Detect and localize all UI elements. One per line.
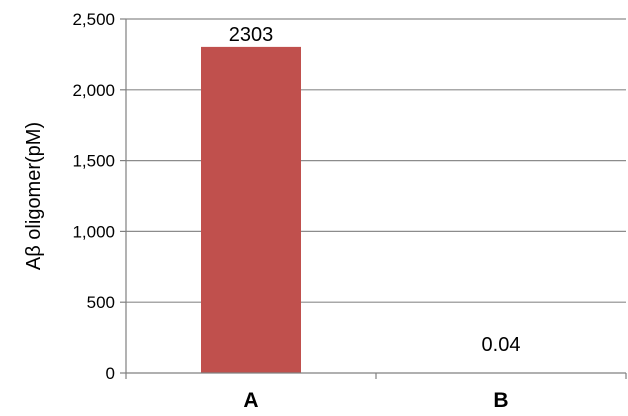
axes: [120, 18, 627, 379]
data-label: 2303: [229, 24, 274, 46]
labels: 0 500 1,000 1,500 2,000 2,500 2303 A 0.04 B: [72, 10, 520, 412]
y-axis-label: Aβ oligomer(pM): [23, 122, 45, 270]
x-category-label: B: [493, 389, 508, 412]
y-tick-label: 2,000: [72, 81, 115, 100]
y-tick-label: 1,500: [72, 152, 115, 171]
bars: [201, 46, 551, 373]
y-tick-label: 2,500: [72, 10, 115, 29]
data-label: 0.04: [482, 334, 521, 356]
bar-a: [201, 46, 301, 373]
y-tick-label: 1,000: [72, 222, 115, 241]
x-category-label: A: [243, 389, 258, 412]
y-tick-label: 0: [106, 364, 115, 383]
y-tick-label: 500: [87, 293, 115, 312]
